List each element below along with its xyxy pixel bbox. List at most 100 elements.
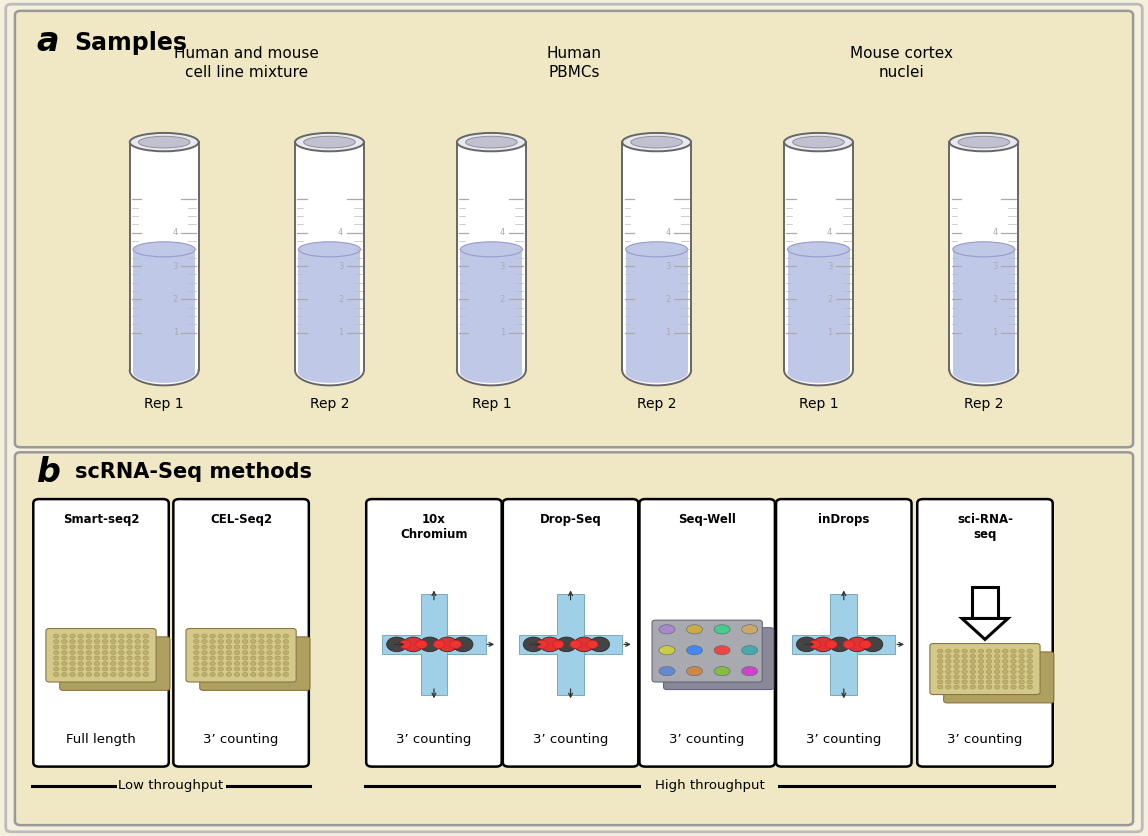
Circle shape [986,685,992,689]
Text: Rep 2: Rep 2 [310,397,349,411]
Circle shape [226,634,232,638]
Circle shape [118,667,124,671]
Text: 1: 1 [665,329,670,337]
Circle shape [962,680,968,684]
Ellipse shape [133,242,195,257]
Circle shape [126,672,132,676]
Text: 4: 4 [665,228,670,237]
Circle shape [847,637,868,652]
Circle shape [102,645,108,649]
Circle shape [276,661,280,665]
Circle shape [62,634,67,638]
Text: Rep 1: Rep 1 [472,397,511,411]
Circle shape [258,667,264,671]
Ellipse shape [457,133,526,151]
Circle shape [194,661,199,665]
Circle shape [144,645,148,649]
Bar [457,142,526,370]
Circle shape [194,656,199,660]
Bar [519,594,622,695]
Circle shape [574,637,595,652]
Ellipse shape [784,355,853,385]
Text: Mouse cortex
nuclei: Mouse cortex nuclei [850,46,953,79]
Circle shape [202,667,207,671]
Circle shape [978,680,984,684]
Circle shape [258,640,264,644]
Circle shape [986,649,992,653]
Bar [792,635,895,654]
Circle shape [62,667,67,671]
Polygon shape [972,587,998,619]
Text: inDrops: inDrops [819,513,869,527]
Circle shape [970,649,976,653]
Ellipse shape [630,136,682,148]
Circle shape [540,637,560,652]
Circle shape [234,667,240,671]
Circle shape [797,637,816,652]
Text: 3: 3 [827,262,832,271]
Circle shape [78,650,84,655]
Ellipse shape [742,624,758,634]
Bar [830,635,858,654]
Circle shape [938,649,943,653]
Circle shape [110,672,116,676]
Circle shape [210,640,216,644]
Circle shape [523,637,543,652]
Ellipse shape [784,133,853,151]
Text: High throughput: High throughput [654,779,765,793]
Circle shape [110,645,116,649]
Circle shape [1027,665,1032,669]
Text: 2: 2 [827,295,832,303]
Circle shape [62,661,67,665]
Circle shape [94,640,100,644]
Circle shape [994,649,1000,653]
Bar [420,594,448,695]
Circle shape [1002,680,1008,684]
Bar [949,142,1018,370]
Circle shape [1010,660,1016,663]
Bar [133,249,195,373]
Ellipse shape [957,136,1010,148]
Circle shape [946,680,951,684]
Text: 3’ counting: 3’ counting [203,732,279,746]
Circle shape [118,672,124,676]
Bar [953,249,1015,373]
Circle shape [110,656,116,660]
Ellipse shape [714,645,730,655]
Circle shape [86,634,92,638]
Circle shape [118,650,124,655]
Circle shape [266,650,272,655]
Circle shape [62,640,67,644]
Circle shape [258,650,264,655]
Circle shape [938,665,943,669]
Text: 2: 2 [499,295,505,303]
Text: Smart-seq2: Smart-seq2 [63,513,139,527]
Circle shape [78,640,84,644]
Circle shape [962,675,968,679]
Text: 3: 3 [499,262,505,271]
Circle shape [1027,685,1032,689]
Ellipse shape [130,355,199,385]
Circle shape [994,680,1000,684]
Circle shape [210,661,216,665]
Bar [784,142,853,370]
Circle shape [1027,680,1032,684]
Circle shape [569,640,581,649]
Circle shape [110,634,116,638]
Text: 4: 4 [338,228,343,237]
Circle shape [135,645,140,649]
Circle shape [218,656,224,660]
Ellipse shape [298,363,360,383]
Circle shape [218,640,224,644]
Circle shape [266,645,272,649]
Circle shape [258,672,264,676]
Text: 2: 2 [338,295,343,303]
Circle shape [202,672,207,676]
Circle shape [250,656,256,660]
Polygon shape [962,619,1008,640]
Ellipse shape [460,242,522,257]
Circle shape [202,656,207,660]
Text: 4: 4 [172,228,178,237]
Circle shape [94,645,100,649]
Ellipse shape [457,355,526,385]
